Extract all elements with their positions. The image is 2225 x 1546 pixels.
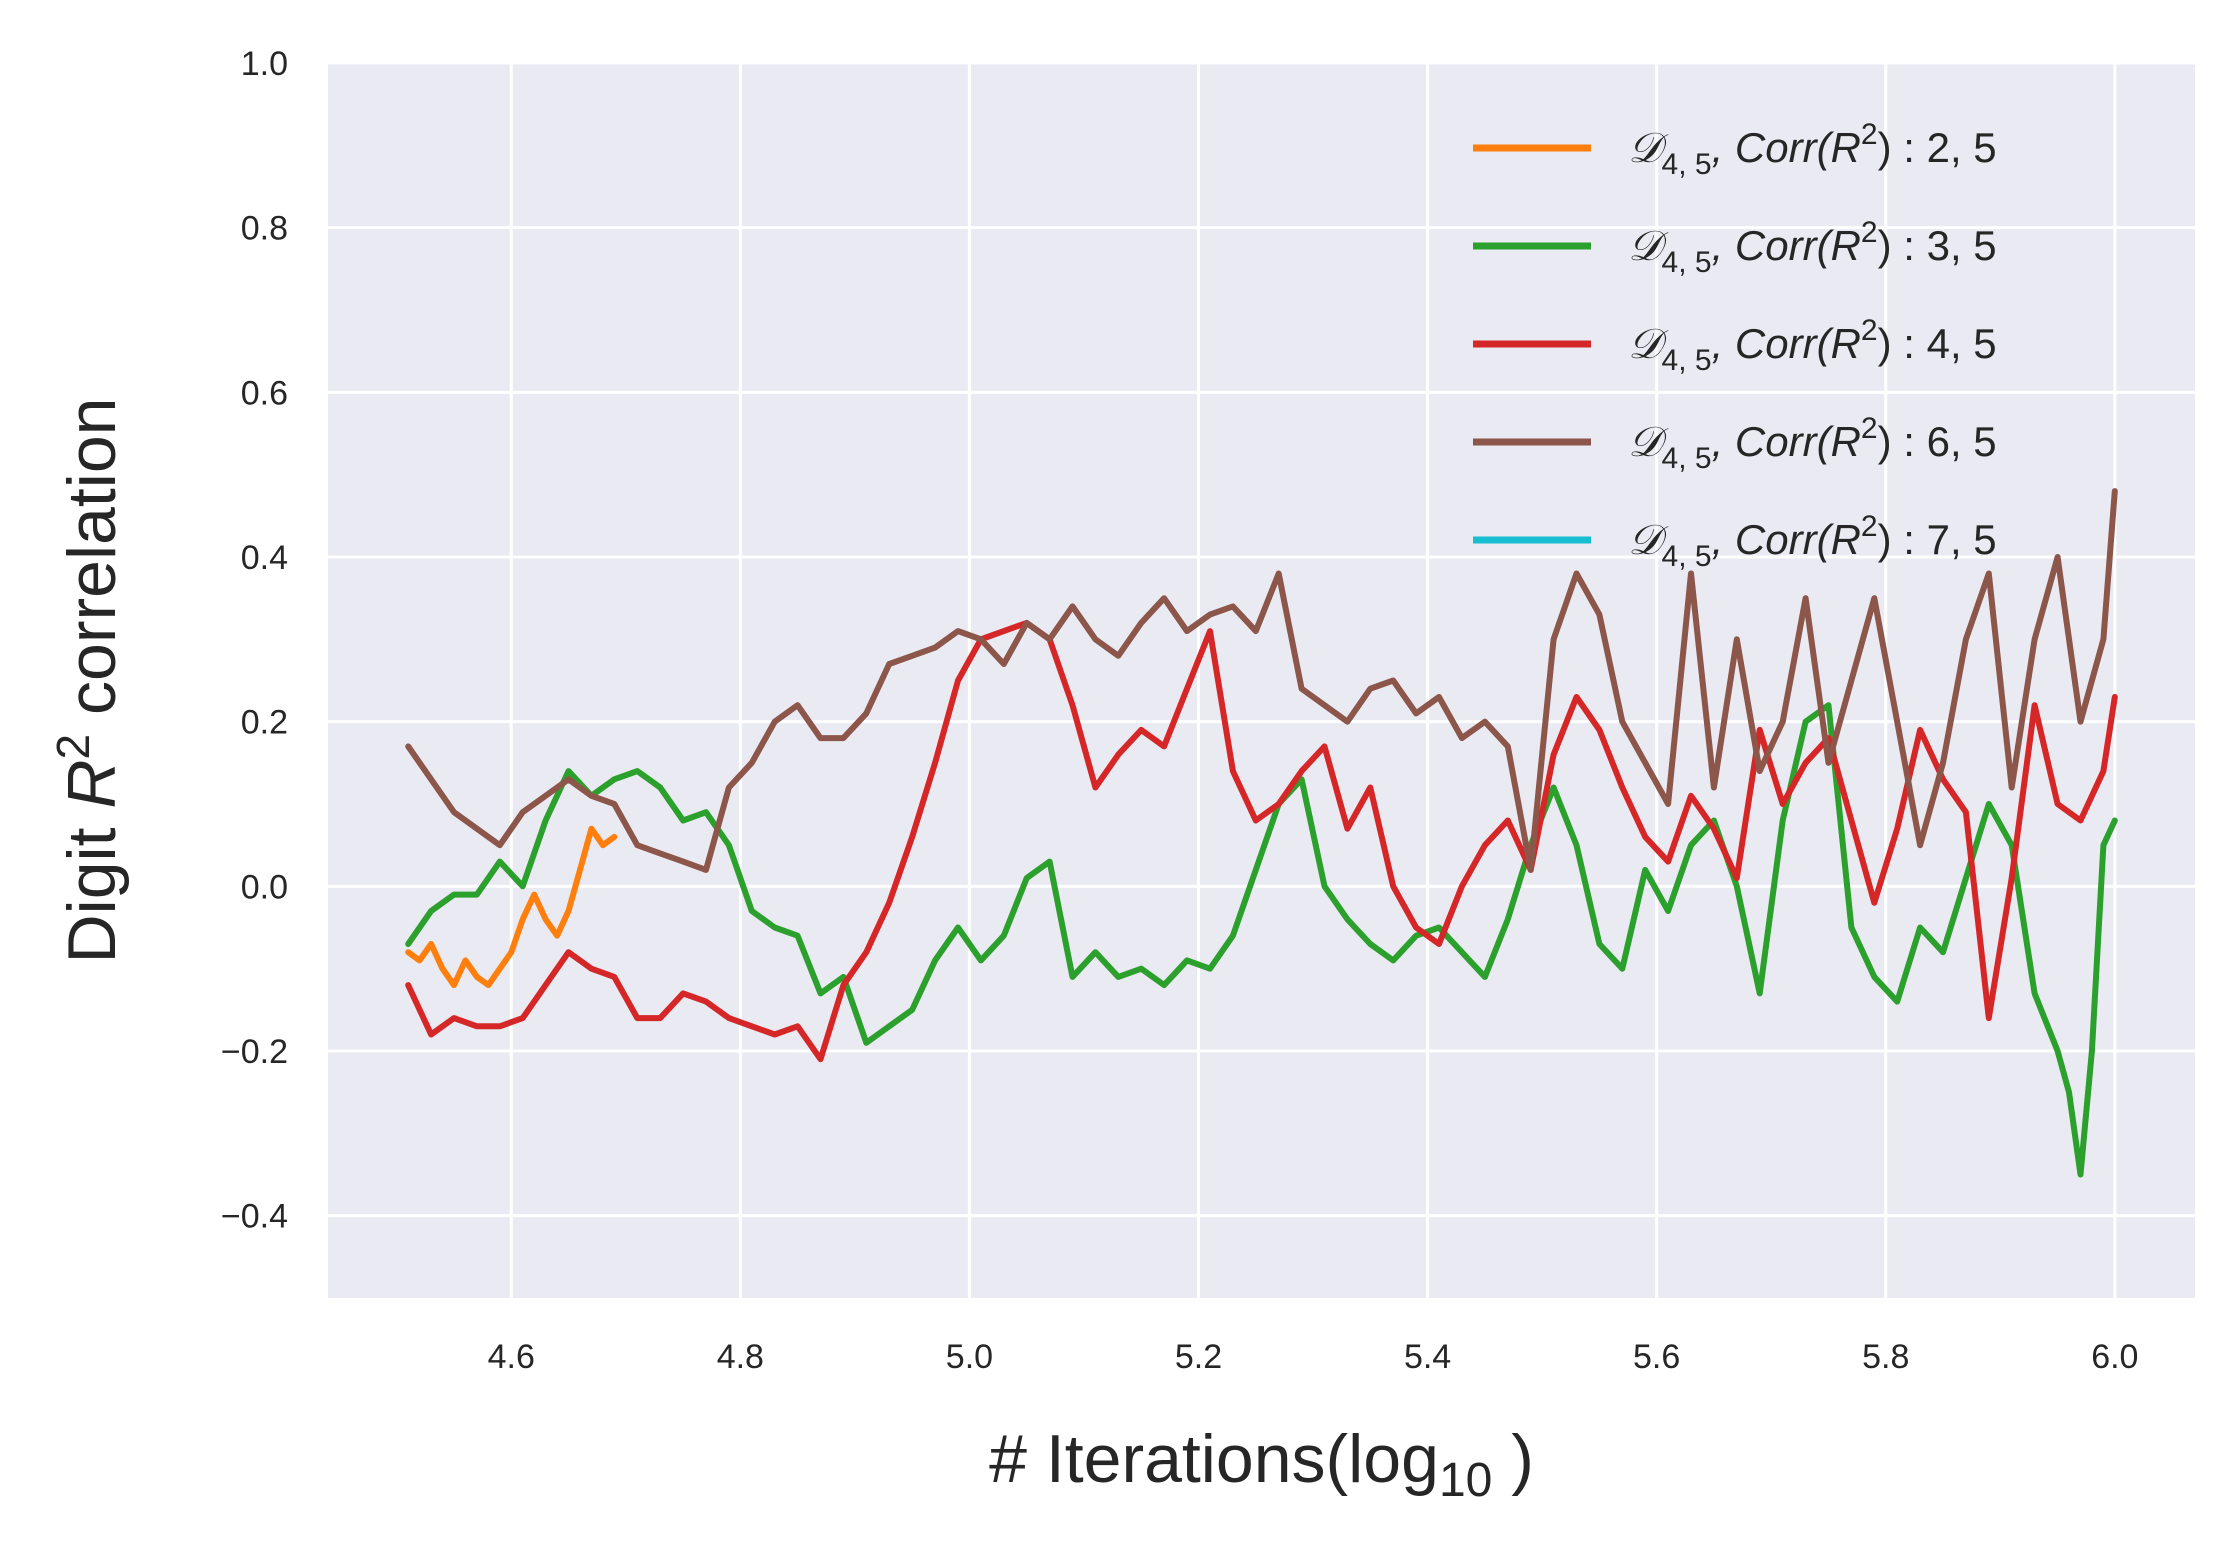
y-tick-label: 0.2 [241, 704, 288, 742]
y-axis-label: Digit R2 correlation [47, 397, 130, 963]
y-tick-label: −0.4 [221, 1198, 288, 1236]
legend-label-part: , Corr(R [1712, 320, 1861, 367]
y-tick-label: 1.0 [241, 45, 288, 83]
legend-label-part: 2 [1861, 118, 1878, 151]
y-tick-labels: −0.4 −0.2 0.0 0.2 0.4 0.6 0.8 1.0 [221, 45, 288, 1236]
x-tick-labels: 4.6 4.8 5.0 5.2 5.4 5.6 5.8 6.0 [488, 1338, 2139, 1376]
legend-label-part: 2 [1861, 412, 1878, 445]
legend-label-part: 4, 5 [1662, 246, 1712, 279]
legend-label-part: 2 [1861, 314, 1878, 347]
legend-entry-2: 𝒟4, 5, Corr(R2) : 4, 5 [1473, 314, 1997, 377]
x-tick-label: 5.0 [946, 1338, 993, 1376]
legend-label-part: 2 [1861, 510, 1878, 543]
plot-area [328, 63, 2195, 1298]
y-axis-label-end: correlation [54, 397, 130, 733]
series-layer [405, 488, 2118, 1178]
legend-label-part: 2 [1861, 216, 1878, 249]
legend-label-part: ) : 6, 5 [1878, 418, 1997, 465]
x-tick-label: 4.6 [488, 1338, 535, 1376]
y-axis-label-main: Digit [54, 809, 130, 964]
x-tick-label: 4.8 [717, 1338, 764, 1376]
series-line-3 [405, 488, 2118, 873]
legend-label-part: ) : 4, 5 [1878, 320, 1997, 367]
legend-label-part: ) : 3, 5 [1878, 222, 1997, 269]
legend-label-part: 4, 5 [1662, 148, 1712, 181]
x-tick-label: 5.6 [1633, 1338, 1680, 1376]
legend-label-part: , Corr(R [1712, 222, 1861, 269]
legend-label-part: 4, 5 [1662, 540, 1712, 573]
grid [328, 61, 2195, 1298]
x-axis-label-sub: 10 [1439, 1454, 1492, 1507]
legend-entry-4: 𝒟4, 5, Corr(R2) : 7, 5 [1473, 510, 1997, 573]
x-axis-label: # Iterations(log10 ) [989, 1421, 1534, 1507]
y-axis-label-sup: 2 [47, 734, 99, 760]
x-tick-label: 5.4 [1404, 1338, 1451, 1376]
x-axis-label-end: ) [1492, 1421, 1534, 1497]
legend: 𝒟4, 5, Corr(R2) : 2, 5𝒟4, 5, Corr(R2) : … [1473, 118, 1997, 573]
legend-label-4: 𝒟4, 5, Corr(R2) : 7, 5 [1628, 510, 1997, 573]
y-tick-label: 0.6 [241, 374, 288, 412]
legend-label-part: , Corr(R [1712, 516, 1861, 563]
legend-label-part: ) : 7, 5 [1878, 516, 1997, 563]
legend-label-part: ) : 2, 5 [1878, 124, 1997, 171]
legend-label-part: , Corr(R [1712, 418, 1861, 465]
series-line-2 [405, 619, 2118, 1063]
y-tick-label: 0.8 [241, 210, 288, 248]
y-tick-label: 0.4 [241, 539, 288, 577]
legend-label-part: 4, 5 [1662, 442, 1712, 475]
y-axis-label-var: R [54, 759, 130, 808]
x-tick-label: 6.0 [2091, 1338, 2138, 1376]
x-tick-label: 5.8 [1862, 1338, 1909, 1376]
y-tick-label: 0.0 [241, 868, 288, 906]
legend-label-2: 𝒟4, 5, Corr(R2) : 4, 5 [1628, 314, 1997, 377]
series-line-0 [405, 825, 618, 989]
legend-label-part: , Corr(R [1712, 124, 1861, 171]
x-axis-label-main: # Iterations(log [989, 1421, 1439, 1497]
x-tick-label: 5.2 [1175, 1338, 1222, 1376]
legend-label-part: 4, 5 [1662, 344, 1712, 377]
y-tick-label: −0.2 [221, 1033, 288, 1071]
